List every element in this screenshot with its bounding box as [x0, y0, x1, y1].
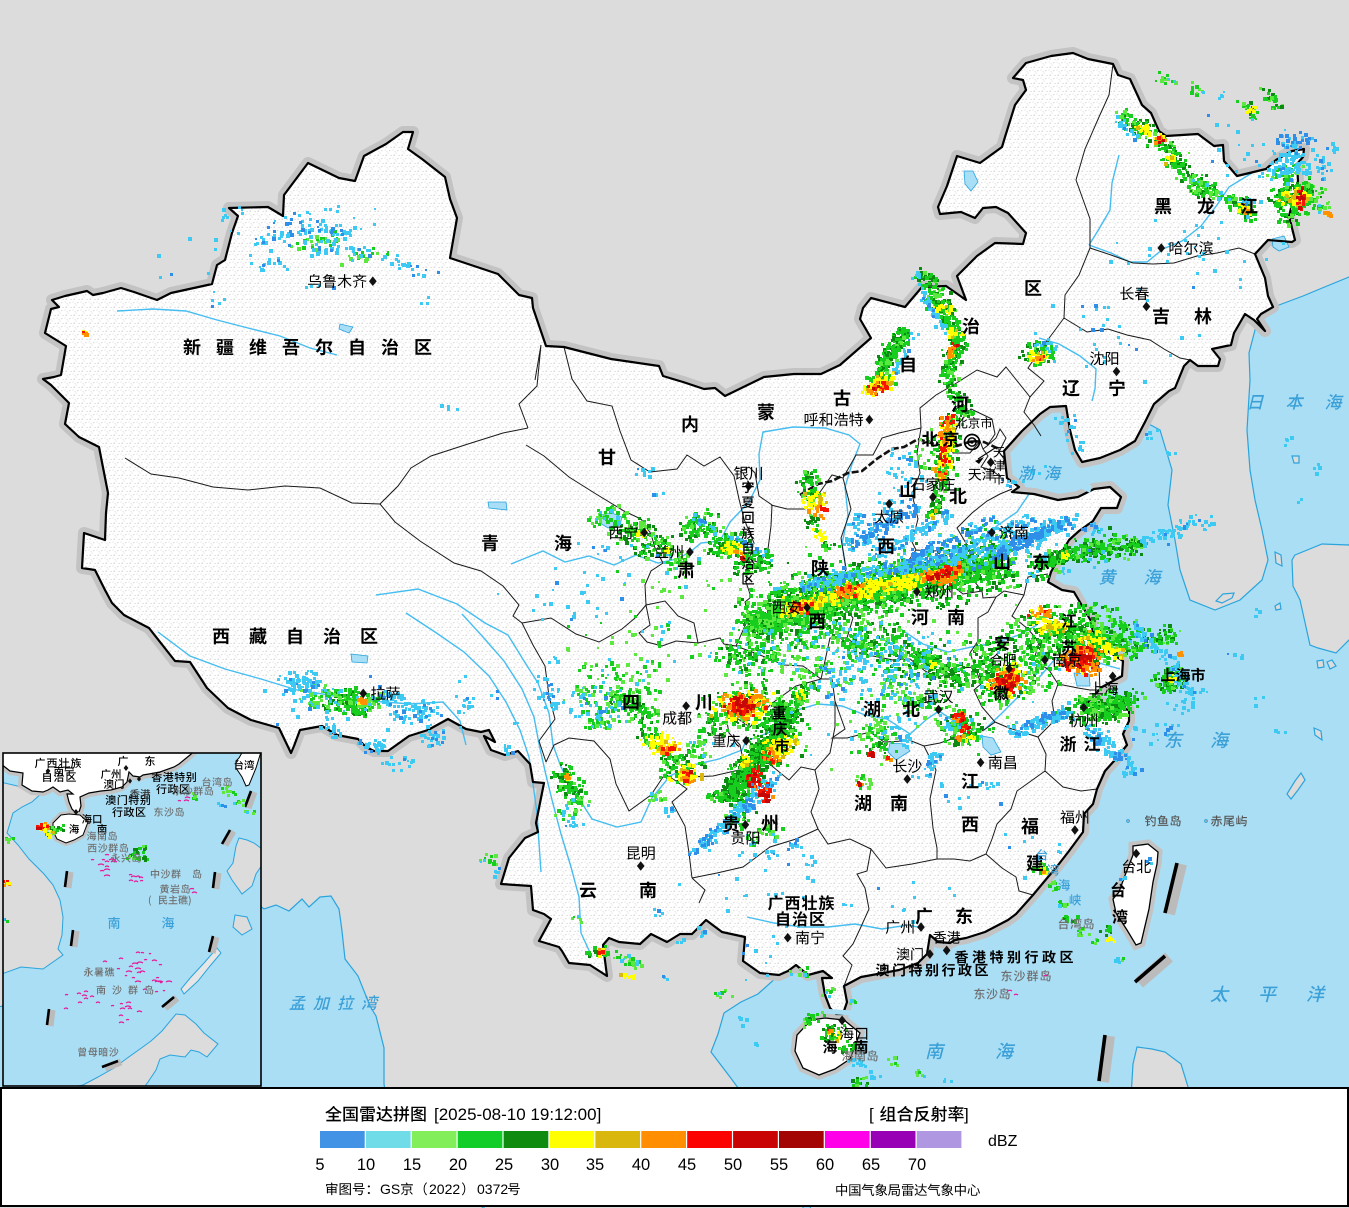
svg-text:40: 40: [632, 1156, 650, 1174]
svg-text:0372: 0372: [477, 1181, 508, 1197]
svg-text:50: 50: [724, 1156, 742, 1174]
svg-text:GS: GS: [380, 1181, 400, 1197]
svg-text:30: 30: [541, 1156, 559, 1174]
svg-text:2022: 2022: [429, 1181, 460, 1197]
svg-text:[2025-08-10 19:12:00]: [2025-08-10 19:12:00]: [434, 1105, 601, 1124]
svg-text:25: 25: [495, 1156, 513, 1174]
svg-text:55: 55: [770, 1156, 788, 1174]
svg-text:60: 60: [816, 1156, 834, 1174]
svg-text:]: ]: [964, 1105, 969, 1124]
svg-text:[: [: [869, 1105, 874, 1124]
svg-text:5: 5: [315, 1156, 324, 1174]
svg-text:70: 70: [908, 1156, 926, 1174]
svg-text:15: 15: [403, 1156, 421, 1174]
svg-text:10: 10: [357, 1156, 375, 1174]
svg-text:45: 45: [678, 1156, 696, 1174]
svg-text:20: 20: [449, 1156, 467, 1174]
svg-text:65: 65: [862, 1156, 880, 1174]
svg-text:35: 35: [586, 1156, 604, 1174]
svg-text:dBZ: dBZ: [988, 1133, 1018, 1150]
